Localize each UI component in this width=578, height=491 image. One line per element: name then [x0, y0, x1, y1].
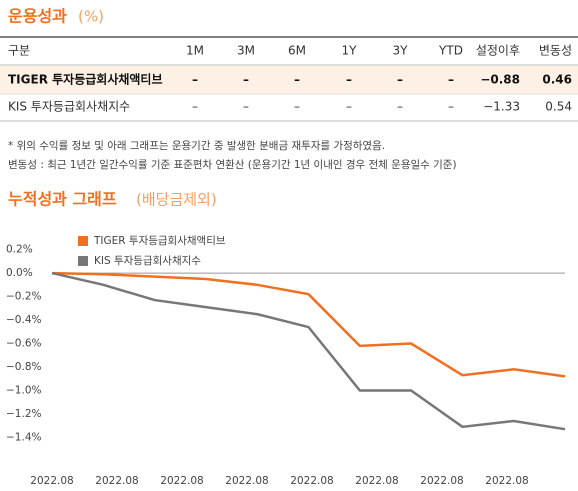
x-tick-label: 2022.08 — [160, 475, 203, 487]
column-header: 변동성 — [539, 44, 572, 58]
cell: – — [397, 73, 403, 87]
cell: −0.88 — [480, 73, 520, 87]
column-header: YTD — [438, 44, 463, 58]
y-tick-label: 0.0% — [6, 267, 33, 279]
y-tick-label: −0.2% — [6, 291, 41, 303]
cell: – — [294, 73, 300, 87]
x-tick-label: 2022.08 — [485, 475, 528, 487]
cell: – — [448, 100, 454, 114]
column-header: 1Y — [342, 44, 358, 58]
column-header: 3Y — [393, 44, 409, 58]
cell: – — [243, 73, 249, 87]
legend-label: KIS 투자등급회사채지수 — [94, 255, 201, 267]
legend-label: TIGER 투자등급회사채액티브 — [93, 235, 226, 247]
cell: – — [192, 100, 198, 114]
cell: – — [346, 100, 352, 114]
series-line — [51, 271, 566, 378]
cell: – — [243, 100, 249, 114]
y-tick-label: 0.2% — [6, 244, 33, 256]
cell: 0.54 — [545, 100, 572, 114]
x-tick-label: 2022.08 — [225, 475, 268, 487]
row-bg — [0, 66, 578, 94]
legend-swatch — [78, 256, 88, 266]
cell: −1.33 — [483, 100, 520, 114]
y-tick-label: −1.2% — [6, 408, 41, 420]
cell: TIGER 투자등급회사채액티브 — [8, 72, 163, 87]
y-tick-label: −0.4% — [6, 314, 41, 326]
column-header: 6M — [288, 44, 306, 58]
chart-title: 누적성과 그래프 — [8, 190, 117, 209]
y-tick-label: −1.4% — [6, 431, 41, 443]
x-tick-label: 2022.08 — [420, 475, 463, 487]
series-line — [51, 271, 566, 431]
y-tick-label: −0.6% — [6, 338, 41, 350]
note: 변동성 : 최근 1년간 일간수익률 기준 표준편차 연환산 (운용기간 1년 … — [8, 158, 457, 171]
cell: – — [397, 100, 403, 114]
column-header: 설정이후 — [476, 44, 520, 58]
title: 운용성과 — [8, 7, 67, 26]
column-header: 1M — [186, 44, 204, 58]
x-tick-label: 2022.08 — [95, 475, 138, 487]
cell: 0.46 — [542, 73, 572, 87]
chart-subtitle: (배당금제외) — [136, 191, 217, 209]
note: * 위의 수익률 정보 및 아래 그래프는 운용기간 중 발생한 분배금 재투자… — [8, 139, 385, 152]
column-header: 구분 — [8, 44, 30, 58]
y-tick-label: −1.0% — [6, 384, 41, 396]
cell: KIS 투자등급회사채지수 — [8, 100, 130, 114]
cell: – — [346, 73, 352, 87]
x-tick-label: 2022.08 — [290, 475, 333, 487]
cell: – — [192, 73, 198, 87]
y-tick-label: −0.8% — [6, 361, 41, 373]
x-tick-label: 2022.08 — [355, 475, 398, 487]
cell: – — [448, 73, 454, 87]
unit: (%) — [78, 8, 104, 26]
cell: – — [294, 100, 300, 114]
x-tick-label: 2022.08 — [30, 475, 73, 487]
column-header: 3M — [237, 44, 255, 58]
legend-swatch — [78, 236, 88, 246]
